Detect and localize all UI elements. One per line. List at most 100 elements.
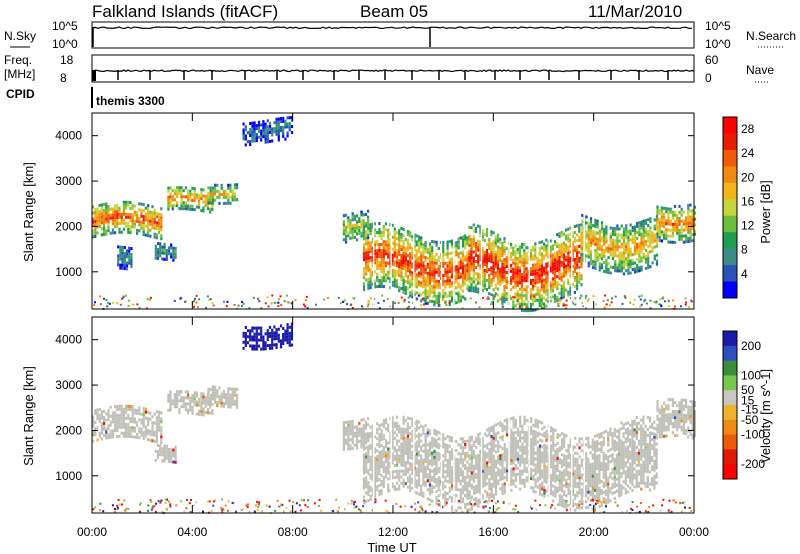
heatmap-cell — [459, 257, 462, 261]
heatmap-cell — [398, 469, 401, 473]
heatmap-cell — [103, 232, 106, 236]
heatmap-cell — [485, 243, 489, 246]
heatmap-cell — [360, 442, 363, 446]
heatmap-cell — [578, 238, 581, 242]
heatmap-cell — [431, 499, 434, 503]
heatmap-cell — [105, 217, 108, 221]
heatmap-cell — [611, 244, 615, 248]
heatmap-cell — [225, 396, 228, 400]
heatmap-cell — [543, 281, 546, 285]
heatmap-cell — [108, 302, 111, 305]
heatmap-cell — [483, 465, 487, 469]
heatmap-cell — [638, 251, 641, 255]
heatmap-cell — [609, 232, 612, 236]
heatmap-cell — [395, 454, 399, 458]
heatmap-cell — [189, 198, 192, 202]
heatmap-cell — [109, 207, 112, 211]
heatmap-cell — [474, 248, 478, 251]
heatmap-cell — [406, 452, 410, 456]
heatmap-cell — [420, 448, 423, 452]
heatmap-cell — [573, 261, 576, 264]
heatmap-cell — [402, 457, 405, 461]
heatmap-cell — [380, 423, 383, 427]
heatmap-cell — [376, 285, 379, 289]
heatmap-cell — [459, 467, 462, 471]
heatmap-cell — [178, 411, 181, 415]
heatmap-cell — [380, 438, 383, 442]
heatmap-cell — [195, 196, 198, 200]
heatmap-cell — [409, 447, 412, 451]
heatmap-cell — [665, 210, 668, 214]
heatmap-cell — [380, 252, 383, 255]
heatmap-cell — [616, 248, 619, 252]
heatmap-cell — [255, 136, 258, 140]
heatmap-cell — [642, 231, 645, 235]
heatmap-cell — [629, 238, 632, 242]
heatmap-cell — [378, 282, 381, 285]
heatmap-cell — [455, 253, 458, 257]
heatmap-cell — [369, 297, 372, 300]
heatmap-cell — [136, 210, 139, 214]
heatmap-cell — [193, 199, 196, 203]
heatmap-cell — [395, 252, 399, 256]
heatmap-cell — [492, 445, 495, 449]
heatmap-cell — [607, 256, 610, 260]
heatmap-cell — [525, 267, 528, 271]
heatmap-cell — [622, 239, 626, 243]
heatmap-cell — [512, 270, 515, 274]
heatmap-cell — [496, 266, 500, 270]
heatmap-cell — [479, 458, 482, 462]
heatmap-cell — [492, 448, 495, 452]
heatmap-cell — [260, 329, 263, 333]
heatmap-cell — [494, 492, 498, 496]
heatmap-cell — [369, 473, 372, 477]
heatmap-cell — [534, 242, 537, 246]
heatmap-cell — [409, 273, 412, 277]
heatmap-cell — [342, 220, 345, 224]
heatmap-cell — [428, 242, 432, 246]
heatmap-cell — [380, 462, 383, 466]
heatmap-cell — [356, 431, 359, 435]
heatmap-cell — [614, 295, 617, 298]
heatmap-cell — [424, 484, 427, 487]
heatmap-cell — [565, 243, 568, 247]
heatmap-cell — [477, 463, 480, 466]
heatmap-cell — [580, 223, 583, 227]
heatmap-cell — [156, 254, 160, 257]
heatmap-cell — [470, 462, 473, 466]
heatmap-cell — [598, 232, 601, 236]
heatmap-cell — [450, 263, 454, 267]
heatmap-cell — [411, 486, 414, 490]
heatmap-cell — [393, 272, 396, 276]
heatmap-cell — [616, 227, 619, 231]
heatmap-cell — [351, 426, 354, 429]
heatmap-cell — [131, 204, 134, 208]
heatmap-cell — [345, 237, 348, 241]
heatmap-cell — [286, 125, 289, 129]
heatmap-cell — [227, 405, 230, 409]
heatmap-cell — [653, 224, 656, 228]
heatmap-cell — [373, 231, 377, 235]
heatmap-cell — [609, 265, 612, 269]
heatmap-cell — [598, 247, 601, 251]
heatmap-cell — [163, 450, 166, 454]
heatmap-cell — [409, 294, 412, 298]
heatmap-cell — [538, 295, 541, 299]
heatmap-cell — [437, 446, 440, 450]
heatmap-cell — [594, 221, 597, 225]
heatmap-cell — [428, 263, 432, 267]
heatmap-cell — [391, 262, 394, 266]
heatmap-cell — [422, 470, 425, 474]
heatmap-cell — [153, 217, 156, 221]
heatmap-cell — [222, 201, 225, 205]
heatmap-cell — [387, 255, 390, 259]
heatmap-cell — [100, 416, 103, 420]
heatmap-cell — [369, 476, 372, 480]
heatmap-cell — [391, 434, 394, 438]
heatmap-cell — [457, 488, 460, 492]
heatmap-cell — [510, 296, 513, 300]
heatmap-cell — [420, 424, 423, 428]
heatmap-cell — [481, 268, 484, 272]
heatmap-cell — [497, 461, 500, 465]
heatmap-cell — [200, 194, 203, 198]
